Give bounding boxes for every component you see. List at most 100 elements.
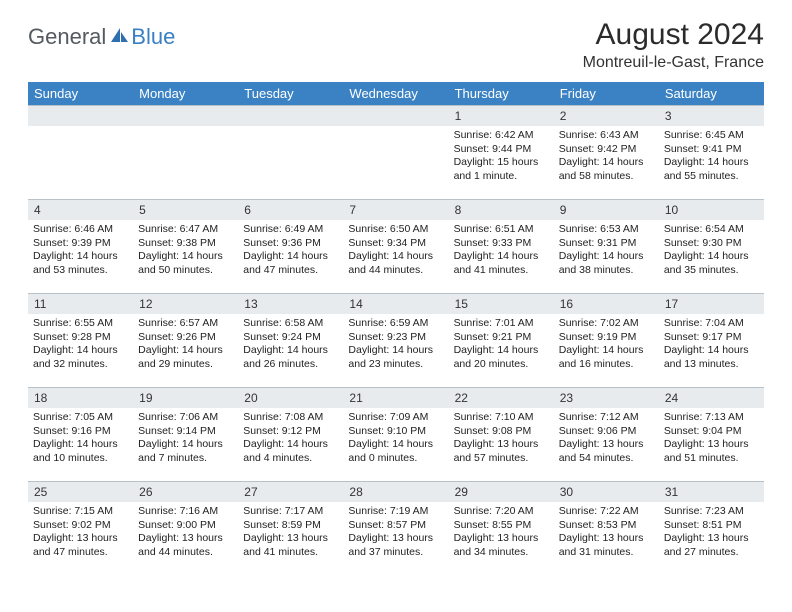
- daylight-text: Daylight: 13 hours and 41 minutes.: [243, 532, 338, 559]
- day-details: Sunrise: 7:12 AMSunset: 9:06 PMDaylight:…: [554, 408, 659, 469]
- sunset-text: Sunset: 9:08 PM: [454, 425, 549, 439]
- sunset-text: Sunset: 9:04 PM: [664, 425, 759, 439]
- sunset-text: Sunset: 9:02 PM: [33, 519, 128, 533]
- calendar-cell: 20Sunrise: 7:08 AMSunset: 9:12 PMDayligh…: [238, 387, 343, 481]
- calendar-cell: 4Sunrise: 6:46 AMSunset: 9:39 PMDaylight…: [28, 199, 133, 293]
- calendar-cell: 6Sunrise: 6:49 AMSunset: 9:36 PMDaylight…: [238, 199, 343, 293]
- day-number: 20: [238, 387, 343, 408]
- day-header: Thursday: [449, 82, 554, 105]
- calendar-cell: 1Sunrise: 6:42 AMSunset: 9:44 PMDaylight…: [449, 105, 554, 199]
- day-number: 27: [238, 481, 343, 502]
- daylight-text: Daylight: 15 hours and 1 minute.: [454, 156, 549, 183]
- day-number: [133, 105, 238, 126]
- daylight-text: Daylight: 13 hours and 37 minutes.: [348, 532, 443, 559]
- sunrise-text: Sunrise: 6:57 AM: [138, 317, 233, 331]
- calendar-cell: [133, 105, 238, 199]
- day-details: Sunrise: 6:45 AMSunset: 9:41 PMDaylight:…: [659, 126, 764, 187]
- day-number: 17: [659, 293, 764, 314]
- sunset-text: Sunset: 8:55 PM: [454, 519, 549, 533]
- sunset-text: Sunset: 9:36 PM: [243, 237, 338, 251]
- sunset-text: Sunset: 9:34 PM: [348, 237, 443, 251]
- day-number: [28, 105, 133, 126]
- sunset-text: Sunset: 9:24 PM: [243, 331, 338, 345]
- sunrise-text: Sunrise: 7:04 AM: [664, 317, 759, 331]
- sunrise-text: Sunrise: 7:20 AM: [454, 505, 549, 519]
- calendar-row: 1Sunrise: 6:42 AMSunset: 9:44 PMDaylight…: [28, 105, 764, 199]
- sunrise-text: Sunrise: 7:01 AM: [454, 317, 549, 331]
- day-header: Sunday: [28, 82, 133, 105]
- calendar-cell: 9Sunrise: 6:53 AMSunset: 9:31 PMDaylight…: [554, 199, 659, 293]
- day-details: Sunrise: 7:15 AMSunset: 9:02 PMDaylight:…: [28, 502, 133, 563]
- sunrise-text: Sunrise: 6:49 AM: [243, 223, 338, 237]
- sunset-text: Sunset: 8:51 PM: [664, 519, 759, 533]
- calendar-cell: 15Sunrise: 7:01 AMSunset: 9:21 PMDayligh…: [449, 293, 554, 387]
- sunset-text: Sunset: 9:23 PM: [348, 331, 443, 345]
- daylight-text: Daylight: 13 hours and 34 minutes.: [454, 532, 549, 559]
- calendar-cell: 16Sunrise: 7:02 AMSunset: 9:19 PMDayligh…: [554, 293, 659, 387]
- calendar-row: 18Sunrise: 7:05 AMSunset: 9:16 PMDayligh…: [28, 387, 764, 481]
- day-number: 7: [343, 199, 448, 220]
- sunrise-text: Sunrise: 7:17 AM: [243, 505, 338, 519]
- day-details: Sunrise: 7:22 AMSunset: 8:53 PMDaylight:…: [554, 502, 659, 563]
- day-details: Sunrise: 7:17 AMSunset: 8:59 PMDaylight:…: [238, 502, 343, 563]
- day-details: Sunrise: 6:42 AMSunset: 9:44 PMDaylight:…: [449, 126, 554, 187]
- sunrise-text: Sunrise: 7:19 AM: [348, 505, 443, 519]
- day-number: 29: [449, 481, 554, 502]
- sunrise-text: Sunrise: 7:05 AM: [33, 411, 128, 425]
- sunset-text: Sunset: 9:28 PM: [33, 331, 128, 345]
- day-number: 31: [659, 481, 764, 502]
- daylight-text: Daylight: 13 hours and 31 minutes.: [559, 532, 654, 559]
- sunrise-text: Sunrise: 7:22 AM: [559, 505, 654, 519]
- daylight-text: Daylight: 14 hours and 23 minutes.: [348, 344, 443, 371]
- day-number: 10: [659, 199, 764, 220]
- sunset-text: Sunset: 8:59 PM: [243, 519, 338, 533]
- sunset-text: Sunset: 9:33 PM: [454, 237, 549, 251]
- sunset-text: Sunset: 9:31 PM: [559, 237, 654, 251]
- day-header: Monday: [133, 82, 238, 105]
- day-number: 26: [133, 481, 238, 502]
- sunset-text: Sunset: 9:16 PM: [33, 425, 128, 439]
- sunset-text: Sunset: 9:17 PM: [664, 331, 759, 345]
- day-details: Sunrise: 7:01 AMSunset: 9:21 PMDaylight:…: [449, 314, 554, 375]
- day-details: Sunrise: 7:13 AMSunset: 9:04 PMDaylight:…: [659, 408, 764, 469]
- day-details: Sunrise: 6:46 AMSunset: 9:39 PMDaylight:…: [28, 220, 133, 281]
- sunrise-text: Sunrise: 6:45 AM: [664, 129, 759, 143]
- sunset-text: Sunset: 9:00 PM: [138, 519, 233, 533]
- day-number: 8: [449, 199, 554, 220]
- daylight-text: Daylight: 14 hours and 10 minutes.: [33, 438, 128, 465]
- day-number: 6: [238, 199, 343, 220]
- calendar-cell: 10Sunrise: 6:54 AMSunset: 9:30 PMDayligh…: [659, 199, 764, 293]
- daylight-text: Daylight: 13 hours and 47 minutes.: [33, 532, 128, 559]
- calendar-row: 11Sunrise: 6:55 AMSunset: 9:28 PMDayligh…: [28, 293, 764, 387]
- calendar-page: General Blue August 2024 Montreuil-le-Ga…: [0, 0, 792, 593]
- day-number: 1: [449, 105, 554, 126]
- sunrise-text: Sunrise: 6:51 AM: [454, 223, 549, 237]
- calendar-cell: 19Sunrise: 7:06 AMSunset: 9:14 PMDayligh…: [133, 387, 238, 481]
- day-details: Sunrise: 7:08 AMSunset: 9:12 PMDaylight:…: [238, 408, 343, 469]
- daylight-text: Daylight: 14 hours and 13 minutes.: [664, 344, 759, 371]
- day-number: 5: [133, 199, 238, 220]
- calendar-row: 4Sunrise: 6:46 AMSunset: 9:39 PMDaylight…: [28, 199, 764, 293]
- calendar-table: Sunday Monday Tuesday Wednesday Thursday…: [28, 82, 764, 575]
- day-number: 15: [449, 293, 554, 314]
- daylight-text: Daylight: 13 hours and 44 minutes.: [138, 532, 233, 559]
- day-details: Sunrise: 6:51 AMSunset: 9:33 PMDaylight:…: [449, 220, 554, 281]
- location-label: Montreuil-le-Gast, France: [583, 54, 764, 72]
- calendar-cell: 3Sunrise: 6:45 AMSunset: 9:41 PMDaylight…: [659, 105, 764, 199]
- daylight-text: Daylight: 14 hours and 55 minutes.: [664, 156, 759, 183]
- sunrise-text: Sunrise: 6:46 AM: [33, 223, 128, 237]
- daylight-text: Daylight: 13 hours and 54 minutes.: [559, 438, 654, 465]
- day-details: Sunrise: 7:10 AMSunset: 9:08 PMDaylight:…: [449, 408, 554, 469]
- sunrise-text: Sunrise: 6:47 AM: [138, 223, 233, 237]
- daylight-text: Daylight: 14 hours and 35 minutes.: [664, 250, 759, 277]
- day-details: Sunrise: 7:16 AMSunset: 9:00 PMDaylight:…: [133, 502, 238, 563]
- calendar-cell: 25Sunrise: 7:15 AMSunset: 9:02 PMDayligh…: [28, 481, 133, 575]
- day-details: Sunrise: 7:09 AMSunset: 9:10 PMDaylight:…: [343, 408, 448, 469]
- sunset-text: Sunset: 8:53 PM: [559, 519, 654, 533]
- calendar-cell: 22Sunrise: 7:10 AMSunset: 9:08 PMDayligh…: [449, 387, 554, 481]
- calendar-cell: 18Sunrise: 7:05 AMSunset: 9:16 PMDayligh…: [28, 387, 133, 481]
- calendar-cell: [28, 105, 133, 199]
- sunrise-text: Sunrise: 6:59 AM: [348, 317, 443, 331]
- daylight-text: Daylight: 14 hours and 4 minutes.: [243, 438, 338, 465]
- calendar-cell: 30Sunrise: 7:22 AMSunset: 8:53 PMDayligh…: [554, 481, 659, 575]
